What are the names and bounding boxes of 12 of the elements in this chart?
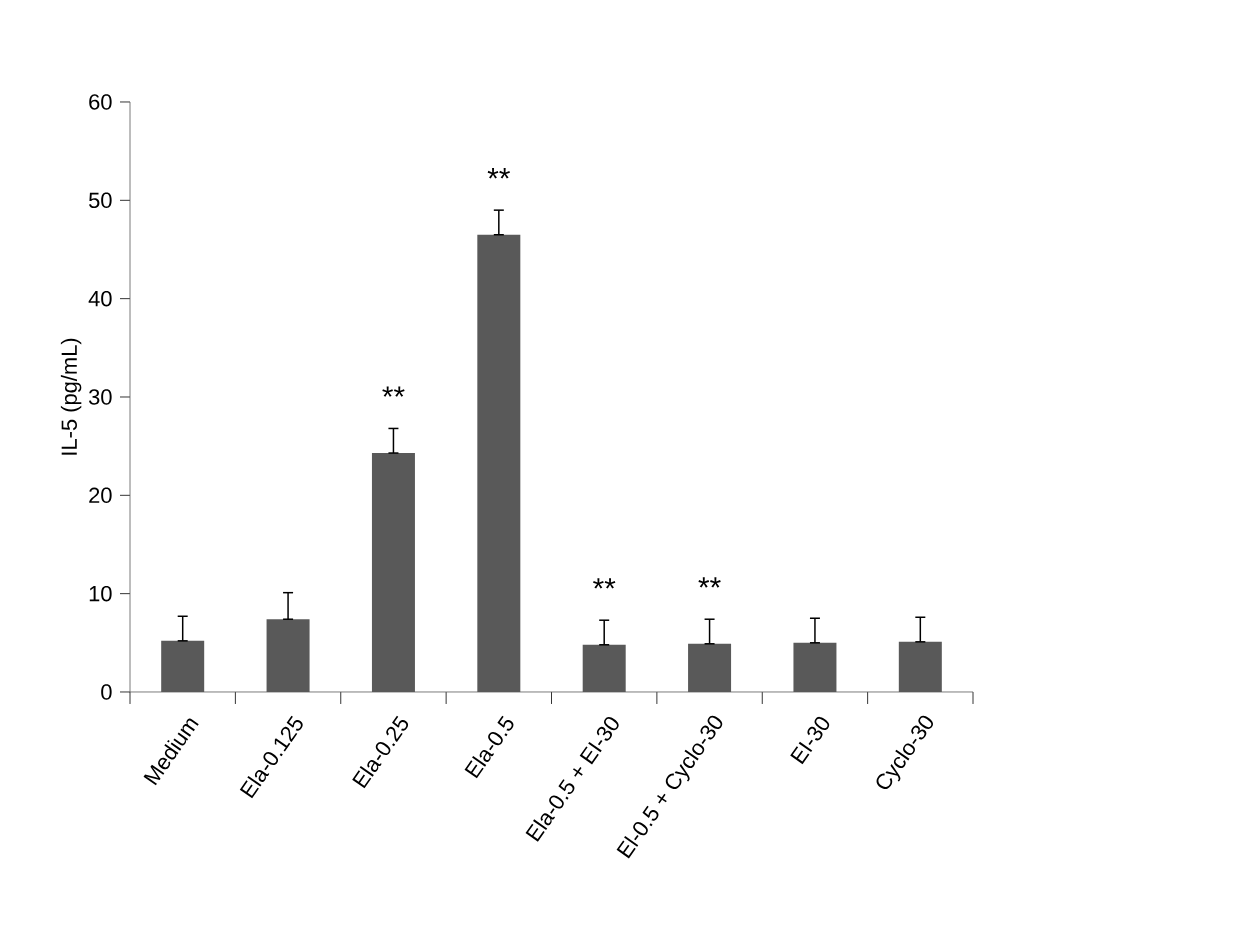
annotation: ** bbox=[593, 578, 616, 589]
y-tick-label: 30 bbox=[88, 389, 112, 405]
y-tick-label: 20 bbox=[89, 487, 112, 504]
y-tick-label: 40 bbox=[88, 290, 112, 307]
y-tick-label: 0 bbox=[101, 684, 112, 700]
annotation: ** bbox=[382, 386, 405, 397]
y-tick-label: 50 bbox=[89, 192, 112, 209]
y-tick-label: 60 bbox=[89, 94, 112, 110]
annotation: ** bbox=[698, 577, 721, 588]
y-axis-title: IL-5 (pg/mL) bbox=[60, 338, 82, 455]
y-tick-label: 10 bbox=[89, 585, 112, 602]
annotation: ** bbox=[487, 168, 510, 179]
